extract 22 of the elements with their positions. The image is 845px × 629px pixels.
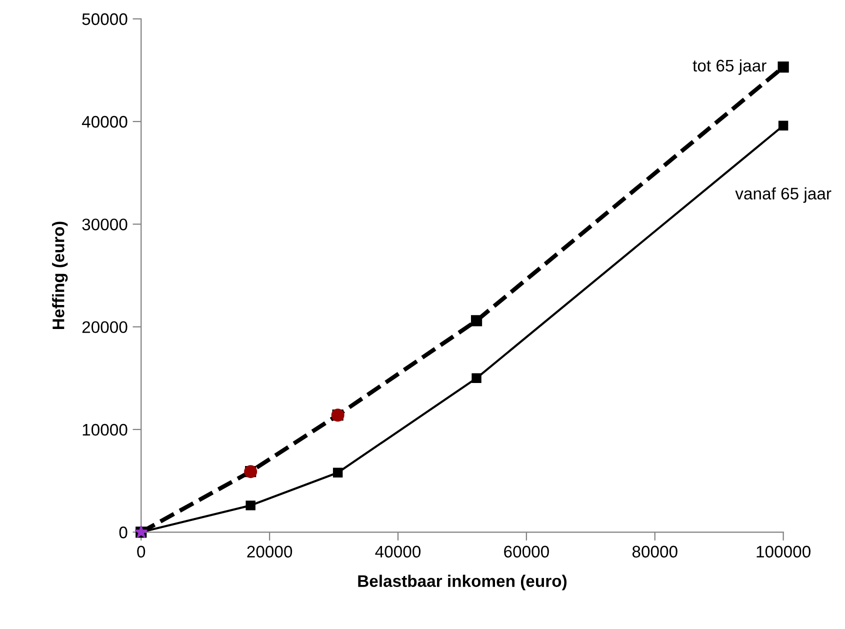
y-tick-label: 40000: [82, 116, 128, 128]
point: [778, 120, 788, 130]
x-tick-label: 20000: [247, 546, 292, 558]
x-tick-label: 60000: [504, 546, 549, 558]
y-tick-label: 30000: [82, 218, 128, 230]
point: [778, 62, 789, 73]
point: [472, 373, 482, 384]
x-tick-label: 0: [137, 546, 146, 558]
series-label: vanaf 65 jaar: [735, 187, 832, 203]
y-axis-title: Heffing (euro): [52, 222, 68, 330]
y-tick-label: 50000: [82, 13, 128, 26]
y-tick-label: 20000: [82, 321, 128, 334]
series-label: tot 65 jaar: [692, 59, 766, 75]
y-tick-label: 0: [119, 526, 128, 538]
x-tick-label: 40000: [375, 546, 421, 558]
x-axis-title: Belastbaar inkomen (euro): [358, 574, 567, 590]
y-tick-label: 10000: [82, 424, 128, 436]
point: [246, 500, 256, 510]
x-tick-label: 80000: [632, 546, 678, 558]
point: [332, 468, 343, 478]
point: [470, 315, 482, 326]
x-tick-label: 100000: [756, 546, 810, 558]
